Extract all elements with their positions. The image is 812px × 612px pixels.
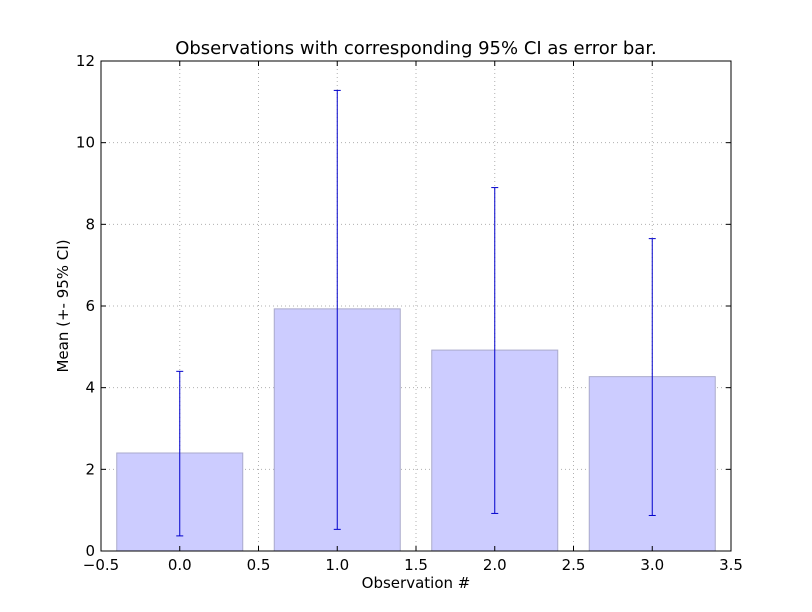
y-tick-label-4: 8 (85, 215, 95, 233)
error-bar-3 (648, 238, 656, 516)
x-tick-label-4: 1.5 (404, 556, 428, 574)
error-bar-1 (333, 89, 341, 530)
ticks: −0.5 0.0 0.5 1.0 1.5 2.0 2.5 3.0 3.5 0 2 4 6 8 10 12 (76, 52, 743, 574)
x-tick-label-8: 3.5 (719, 556, 743, 574)
error-bar-0 (176, 370, 184, 537)
error-bar-2 (491, 187, 499, 514)
x-tick-label-3: 1.0 (325, 556, 349, 574)
y-tick-label-1: 2 (85, 460, 95, 478)
x-tick-label-7: 3.0 (640, 556, 664, 574)
y-tick-label-5: 10 (76, 134, 95, 152)
x-tick-label-1: 0.0 (168, 556, 192, 574)
x-axis-label: Observation # (362, 574, 471, 592)
y-tick-label-6: 12 (76, 52, 95, 70)
x-tick-label-5: 2.0 (483, 556, 507, 574)
x-tick-label-0: −0.5 (83, 556, 119, 574)
error-bars (176, 89, 656, 537)
y-tick-label-2: 4 (85, 379, 95, 397)
y-tick-label-0: 0 (85, 542, 95, 560)
y-tick-label-3: 6 (85, 297, 95, 315)
y-axis-label: Mean (+- 95% CI) (54, 239, 72, 372)
x-tick-label-6: 2.5 (562, 556, 586, 574)
chart-title: Observations with corresponding 95% CI a… (175, 38, 657, 59)
x-tick-label-2: 0.5 (247, 556, 271, 574)
